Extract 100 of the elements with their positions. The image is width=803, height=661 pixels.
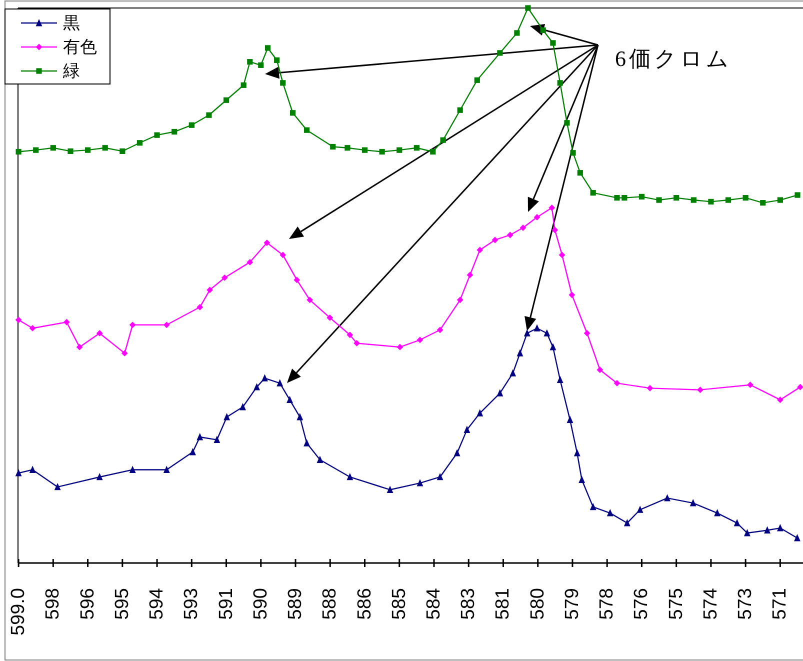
point <box>614 380 620 386</box>
point <box>290 110 296 116</box>
point <box>474 77 480 83</box>
point <box>492 236 498 244</box>
point <box>354 340 360 346</box>
point <box>240 403 246 410</box>
point <box>574 449 580 456</box>
point <box>68 148 74 154</box>
point <box>606 509 614 516</box>
point <box>514 30 520 36</box>
point <box>552 226 558 234</box>
point <box>636 506 644 513</box>
x-tick-label: 599.0 <box>8 588 30 636</box>
point <box>557 80 563 86</box>
point <box>656 197 662 203</box>
point <box>276 379 284 386</box>
point <box>262 374 268 382</box>
point <box>614 195 620 201</box>
point <box>129 466 136 473</box>
point <box>742 195 748 201</box>
x-tick-label: 598 <box>42 588 64 620</box>
point <box>326 314 334 321</box>
x-tick-label: 589 <box>285 588 306 620</box>
point <box>396 147 402 153</box>
point <box>414 145 420 151</box>
point <box>102 145 108 151</box>
point <box>206 286 213 294</box>
point <box>29 325 36 332</box>
point <box>550 40 556 46</box>
point <box>258 62 264 68</box>
point <box>476 409 484 416</box>
point <box>214 436 220 443</box>
point <box>624 519 630 526</box>
x-tick-label: 574 <box>700 588 722 620</box>
point <box>496 389 504 396</box>
point <box>172 128 178 135</box>
point <box>506 232 514 238</box>
x-tick-label: 591 <box>216 588 237 620</box>
point <box>548 204 556 211</box>
point <box>188 122 194 128</box>
point <box>556 376 564 384</box>
x-tick-label: 593 <box>181 588 202 620</box>
point <box>29 466 36 473</box>
point <box>54 482 61 490</box>
point <box>223 97 230 103</box>
point <box>764 526 770 534</box>
point <box>346 472 354 480</box>
point <box>96 472 103 480</box>
point <box>280 80 286 86</box>
point <box>578 476 586 483</box>
x-tick-label: 573 <box>735 588 756 620</box>
point <box>344 145 350 151</box>
point <box>466 272 474 278</box>
point <box>744 529 750 536</box>
x-tick-label: 571 <box>770 588 791 620</box>
point <box>416 479 424 486</box>
point <box>525 5 531 11</box>
point <box>456 296 464 304</box>
point <box>550 343 556 350</box>
point <box>697 386 704 394</box>
point <box>558 252 566 258</box>
point <box>196 304 204 310</box>
point <box>564 120 570 126</box>
point <box>568 292 576 298</box>
point <box>534 324 540 332</box>
point <box>33 147 39 153</box>
point <box>247 59 253 65</box>
point <box>622 195 628 201</box>
point <box>776 396 784 404</box>
x-tick-label: 584 <box>423 588 444 620</box>
point <box>136 140 143 146</box>
legend-label: 緑 <box>62 62 80 80</box>
point <box>596 366 604 374</box>
point <box>154 132 160 138</box>
point <box>436 326 444 334</box>
point <box>747 382 754 388</box>
point <box>570 150 576 156</box>
legend-label: 黒 <box>63 14 80 32</box>
x-tick-label: 594 <box>146 588 168 620</box>
point <box>304 127 310 133</box>
annotation: 6価クロム <box>615 46 732 71</box>
point <box>254 383 260 390</box>
point <box>708 198 714 204</box>
point <box>240 82 246 88</box>
point <box>590 502 596 510</box>
point <box>190 448 196 456</box>
point <box>664 494 670 502</box>
point <box>725 197 732 203</box>
point <box>386 486 394 493</box>
point <box>296 413 304 420</box>
point <box>540 27 546 33</box>
x-tick-label: 596 <box>77 588 98 620</box>
point <box>221 274 228 281</box>
point <box>84 147 91 153</box>
x-tick-label: 580 <box>527 588 548 620</box>
point <box>274 57 280 63</box>
point <box>362 147 368 153</box>
point <box>590 190 596 196</box>
point <box>206 112 212 118</box>
point <box>436 472 444 480</box>
